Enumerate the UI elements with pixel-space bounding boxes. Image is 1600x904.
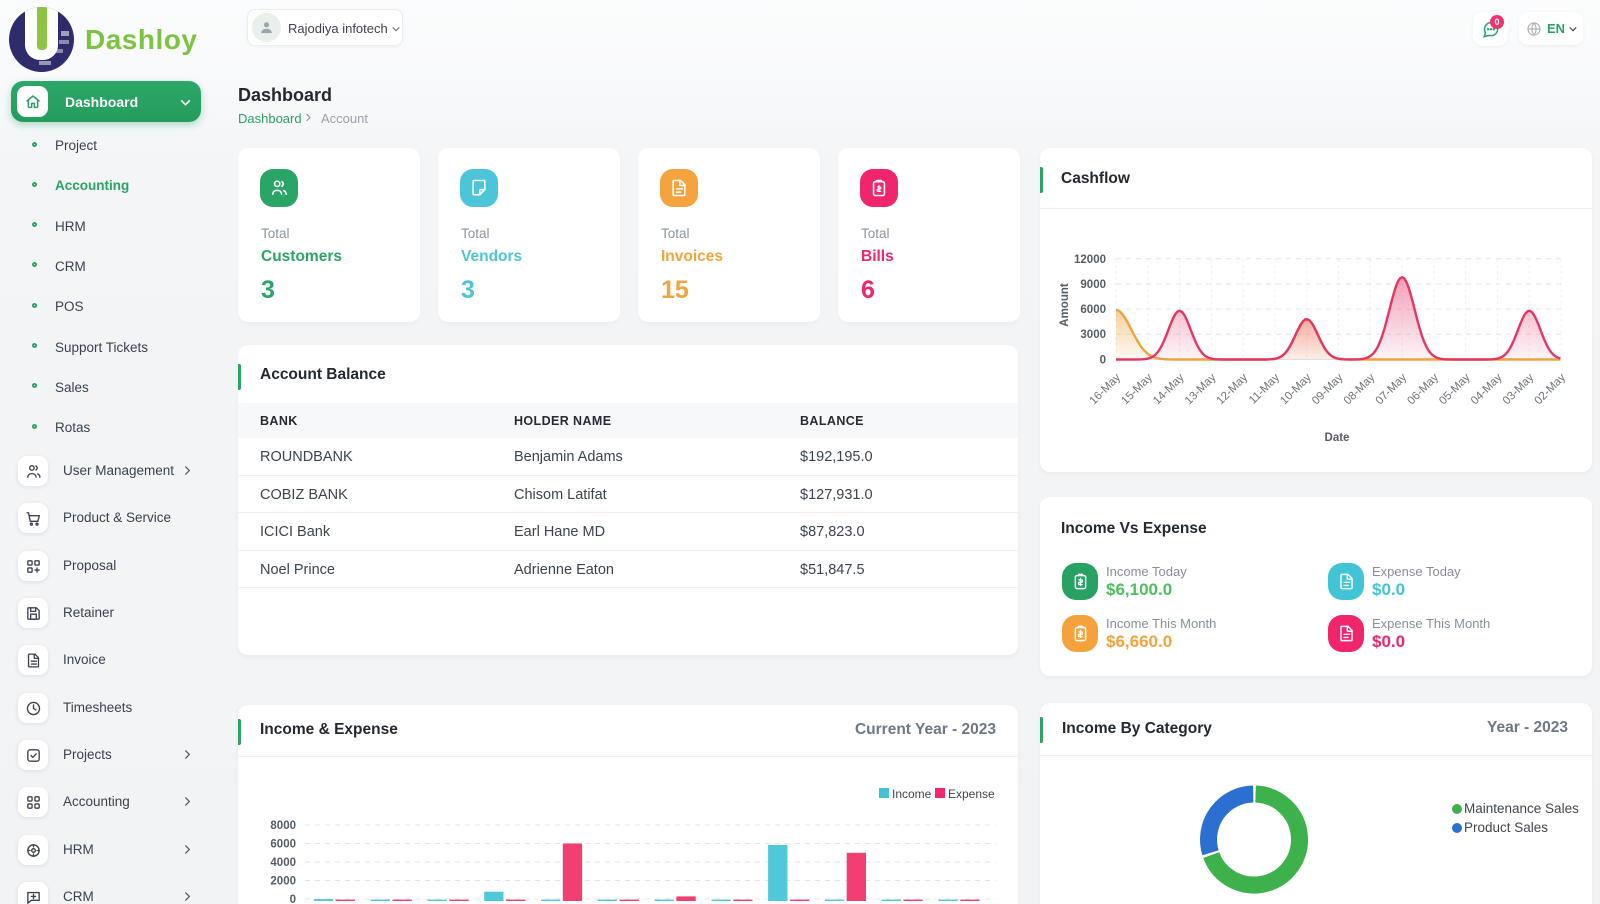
svg-text:Amount: Amount: [1059, 283, 1071, 327]
svg-text:09-May: 09-May: [1310, 371, 1346, 407]
svg-text:05-May: 05-May: [1437, 371, 1473, 407]
svg-text:16-May: 16-May: [1088, 371, 1124, 407]
svg-text:6000: 6000: [270, 839, 296, 851]
svg-text:Date: Date: [1325, 432, 1350, 444]
svg-text:12-May: 12-May: [1215, 371, 1251, 407]
svg-text:2000: 2000: [270, 876, 296, 888]
svg-text:04-May: 04-May: [1469, 371, 1505, 407]
svg-text:02-May: 02-May: [1533, 371, 1569, 407]
svg-text:15-May: 15-May: [1119, 371, 1155, 407]
svg-text:6000: 6000: [1080, 304, 1106, 316]
svg-text:0: 0: [1100, 355, 1106, 367]
svg-text:07-May: 07-May: [1374, 371, 1410, 407]
svg-text:03-May: 03-May: [1501, 371, 1537, 407]
svg-text:0: 0: [290, 894, 296, 904]
svg-text:12000: 12000: [1074, 254, 1106, 266]
svg-text:4000: 4000: [270, 857, 296, 869]
svg-text:8000: 8000: [270, 820, 296, 832]
svg-text:06-May: 06-May: [1405, 371, 1441, 407]
svg-text:9000: 9000: [1080, 279, 1106, 291]
svg-text:3000: 3000: [1080, 329, 1106, 341]
svg-text:10-May: 10-May: [1278, 371, 1314, 407]
svg-text:11-May: 11-May: [1247, 371, 1282, 406]
svg-text:13-May: 13-May: [1183, 371, 1219, 407]
svg-text:08-May: 08-May: [1342, 371, 1378, 407]
svg-text:14-May: 14-May: [1151, 371, 1187, 407]
